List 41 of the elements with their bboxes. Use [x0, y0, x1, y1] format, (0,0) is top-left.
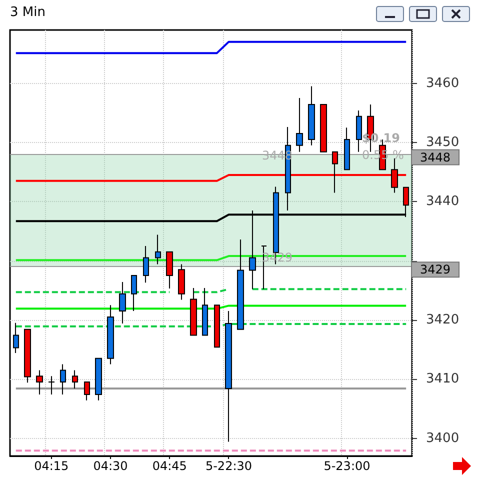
candlestick [155, 234, 161, 265]
candlestick [391, 158, 398, 194]
candlestick [131, 275, 137, 312]
y-tick-label: 3410 [426, 372, 460, 387]
candlestick [308, 86, 315, 146]
x-tick-label: 5-22:30 [205, 459, 252, 473]
candlestick [178, 264, 185, 300]
candlestick [225, 310, 232, 442]
candlestick [95, 358, 102, 401]
x-tick-label: 04:30 [93, 459, 128, 473]
candlestick [166, 251, 173, 290]
candlestick [84, 382, 90, 401]
candlestick [48, 376, 55, 395]
candlestick [13, 322, 19, 354]
candlestick [24, 328, 31, 384]
x-tick-label: 5-23:00 [324, 459, 370, 473]
candlestick [237, 238, 244, 330]
candlestick [344, 127, 350, 170]
y-tick-label: 3450 [426, 134, 460, 150]
y-tick-label: 3420 [426, 312, 460, 328]
candlestick [36, 370, 43, 395]
ref-line-label: 3448 [420, 150, 451, 164]
candlestick [214, 304, 220, 348]
y-tick-label: 3400 [426, 430, 460, 446]
candlestick [190, 287, 197, 336]
x-tick-label: 04:45 [152, 459, 187, 473]
candlestick [202, 287, 208, 336]
ref-line-label: 3429 [420, 262, 451, 277]
candlestick [143, 245, 149, 284]
candlestick [72, 370, 78, 390]
x-tick-label: 04:15 [34, 459, 69, 473]
candlestick [332, 151, 338, 194]
y-tick-label: 3460 [426, 76, 460, 91]
candlestick [60, 364, 66, 395]
candlestick [356, 110, 362, 152]
candlestick [296, 98, 303, 152]
chart-title: 3 Min [10, 5, 46, 20]
candlestick [107, 304, 114, 365]
candlestick [320, 104, 327, 152]
candlestick [119, 282, 126, 324]
y-tick-label: 3440 [426, 194, 460, 210]
